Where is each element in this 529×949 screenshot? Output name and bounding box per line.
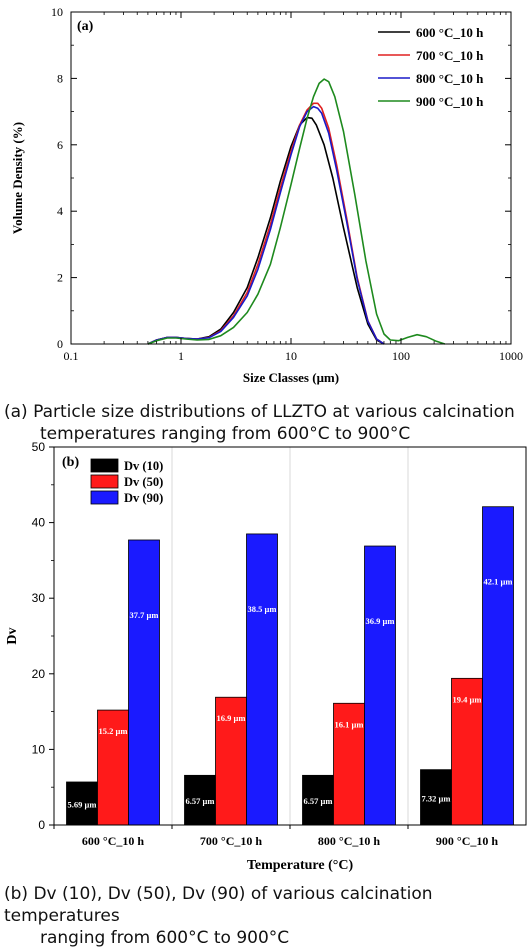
caption-a: (a) Particle size distributions of LLZTO…	[4, 401, 529, 445]
size-distribution-chart: 0.1 1 10 100 1000 0 2 4 6 8 10 Size Classes (μm) Vol…	[10, 5, 523, 385]
x-axis-label: Temperature (°C)	[247, 858, 354, 873]
x-tick-label: 1	[178, 349, 184, 363]
bar-data-label: 42.1 μm	[484, 577, 513, 587]
legend-label-2: Dv (50)	[124, 475, 163, 489]
caption-b-line2: ranging from 600°C to 900°C	[40, 928, 290, 948]
x-tick-label: 10	[285, 349, 297, 363]
x-tick-label: 100	[392, 349, 410, 363]
legend-swatch-1	[90, 458, 119, 473]
bar-data-label: 15.2 μm	[99, 726, 128, 736]
y-tick-label: 8	[57, 71, 63, 85]
y-tick-label: 10	[51, 5, 63, 19]
dv-bar-chart: 5.69 μm 15.2 μm 37.7 μm 600 °C_10 h 6.57 μm 1…	[5, 440, 527, 873]
x-tick-label: 800 °C_10 h	[318, 834, 380, 848]
legend-label-3: 800 °C_10 h	[416, 71, 484, 86]
x-tick-label: 0.1	[64, 349, 79, 363]
bar-data-label: 6.57 μm	[186, 796, 215, 806]
panel-label: (a)	[77, 19, 94, 34]
legend-label-3: Dv (90)	[124, 491, 163, 505]
series-line-2	[147, 102, 385, 345]
bar-1-1	[66, 781, 98, 826]
legend-swatch-2	[90, 474, 119, 489]
y-tick-label: 0	[57, 337, 63, 351]
legend-label-1: Dv (10)	[124, 459, 163, 473]
bar-3-4	[482, 506, 514, 826]
bar-data-label: 16.1 μm	[335, 719, 364, 729]
y-tick-label: 6	[57, 138, 63, 152]
bar-3-1	[128, 539, 160, 826]
bar-3-2	[246, 533, 278, 826]
legend-label-2: 700 °C_10 h	[416, 48, 484, 63]
bar-data-label: 19.4 μm	[453, 694, 482, 704]
panel-label: (b)	[62, 455, 79, 470]
x-tick-label: 1000	[499, 349, 523, 363]
bar-2-3	[333, 702, 365, 826]
y-tick-label: 50	[32, 440, 46, 454]
y-tick-label: 0	[38, 818, 45, 832]
legend-label-4: 900 °C_10 h	[416, 94, 484, 109]
bar-data-label: 36.9 μm	[366, 616, 395, 626]
y-tick-label: 20	[32, 667, 46, 681]
series-line-4	[147, 78, 446, 345]
bar-data-label: 38.5 μm	[248, 604, 277, 614]
y-tick-label: 2	[57, 271, 63, 285]
legend-label-1: 600 °C_10 h	[416, 25, 484, 40]
x-tick-label: 700 °C_10 h	[200, 834, 262, 848]
y-axis-label: Dv	[5, 627, 20, 644]
caption-a-line2: temperatures ranging from 600°C to 900°C	[40, 424, 411, 444]
bar-2-1	[97, 709, 129, 826]
x-axis-label: Size Classes (μm)	[243, 370, 339, 385]
bar-data-label: 6.57 μm	[304, 796, 333, 806]
bar-data-label: 16.9 μm	[217, 713, 246, 723]
x-tick-label: 600 °C_10 h	[82, 834, 144, 848]
y-tick-label: 4	[57, 204, 63, 218]
bar-2-4	[451, 677, 483, 826]
bar-data-label: 37.7 μm	[130, 610, 159, 620]
bar-3-3	[364, 545, 396, 826]
caption-a-line1: (a) Particle size distributions of LLZTO…	[4, 402, 515, 422]
caption-b: (b) Dv (10), Dv (50), Dv (90) of various…	[4, 883, 529, 949]
y-tick-label: 30	[32, 591, 46, 605]
bar-1-4	[420, 769, 452, 826]
y-tick-label: 40	[32, 516, 46, 530]
caption-b-line1: (b) Dv (10), Dv (50), Dv (90) of various…	[4, 884, 433, 926]
legend-swatch-3	[90, 490, 119, 505]
x-tick-label: 900 °C_10 h	[436, 834, 498, 848]
y-axis-label: Volume Density (%)	[10, 122, 25, 234]
y-tick-label: 10	[32, 742, 46, 756]
bar-2-2	[215, 696, 247, 826]
bar-data-label: 7.32 μm	[422, 793, 451, 803]
bar-data-label: 5.69 μm	[68, 799, 97, 809]
